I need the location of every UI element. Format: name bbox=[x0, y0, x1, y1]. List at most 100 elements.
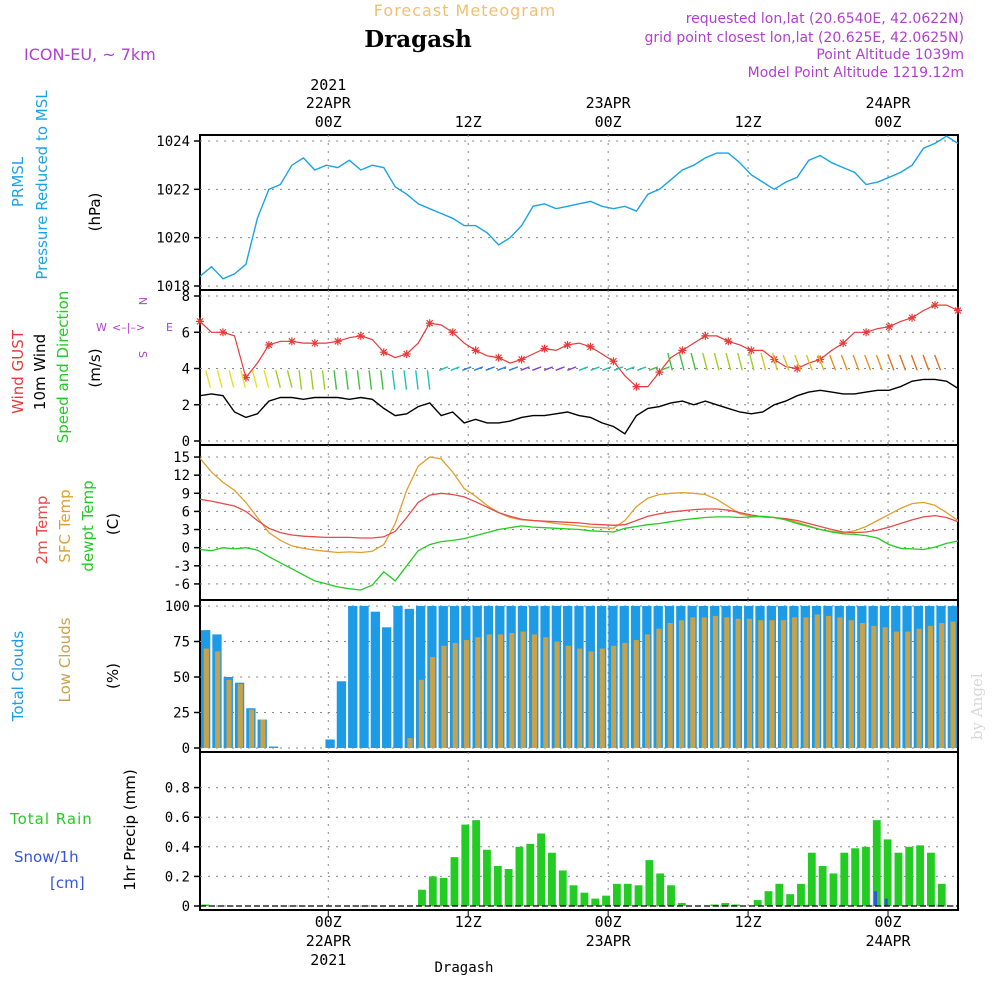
rain-bar bbox=[602, 895, 610, 906]
product-title: Forecast Meteogram bbox=[374, 1, 556, 20]
total-clouds-bar bbox=[415, 606, 426, 748]
y-tick-label: 0.8 bbox=[165, 781, 190, 797]
rain-bar bbox=[504, 869, 513, 906]
gust-marker bbox=[471, 346, 480, 355]
wind-arrow bbox=[829, 354, 837, 371]
year-label-top: 2021 bbox=[310, 76, 346, 94]
gust-marker bbox=[517, 355, 526, 364]
ms-unit-label: (m/s) bbox=[86, 348, 104, 387]
compass-south: S bbox=[136, 351, 149, 358]
gust-marker bbox=[333, 337, 342, 346]
y-tick-label: -3 bbox=[173, 559, 190, 575]
rain-bar bbox=[807, 852, 816, 906]
wind-arrow bbox=[415, 370, 419, 390]
low-clouds-bar bbox=[520, 631, 526, 748]
hour-label-bottom: 00Z bbox=[595, 913, 622, 931]
low-clouds-bar bbox=[939, 623, 945, 748]
temp-2m-line bbox=[199, 492, 959, 539]
hour-label-top: 12Z bbox=[455, 113, 482, 131]
y-tick-label: 100 bbox=[165, 599, 190, 615]
rain-bar bbox=[710, 904, 719, 906]
rain-bar bbox=[797, 883, 805, 906]
wind-arrow bbox=[263, 370, 270, 388]
wind-arrow bbox=[782, 354, 790, 371]
gust-marker bbox=[425, 319, 434, 328]
day-label-top: 22APR bbox=[306, 94, 352, 112]
low-clouds-label: Low Clouds bbox=[56, 617, 74, 702]
total-clouds-bar bbox=[359, 606, 369, 748]
gust-marker bbox=[839, 339, 848, 348]
wind-arrow bbox=[380, 370, 384, 390]
low-clouds-bar bbox=[871, 625, 877, 748]
wind-arrow bbox=[567, 366, 577, 371]
low-clouds-bar bbox=[667, 623, 673, 748]
wind-arrow bbox=[864, 354, 872, 371]
hour-label-bottom: 12Z bbox=[455, 913, 482, 931]
rain-bar bbox=[461, 824, 470, 906]
gust-marker bbox=[356, 331, 365, 340]
gust-label: Wind GUST bbox=[9, 329, 27, 414]
wind-arrow bbox=[590, 366, 600, 371]
rain-bar bbox=[515, 846, 524, 906]
y-tick-label: 12 bbox=[173, 468, 190, 484]
low-clouds-bar bbox=[237, 684, 243, 748]
y-tick-label: 1024 bbox=[156, 134, 190, 150]
hour-label-top: 00Z bbox=[315, 113, 342, 131]
gust-marker bbox=[793, 364, 802, 373]
y-tick-label: 0.4 bbox=[165, 840, 190, 856]
wind-arrow bbox=[216, 370, 223, 388]
rain-bar bbox=[677, 903, 686, 906]
rain-bar bbox=[764, 891, 773, 906]
rain-bar bbox=[851, 848, 860, 906]
low-clouds-bar bbox=[701, 617, 707, 748]
rain-bar bbox=[548, 852, 556, 906]
y-tick-label: 6 bbox=[182, 325, 190, 341]
y-tick-label: 0 bbox=[182, 541, 190, 557]
low-clouds-bar bbox=[927, 625, 933, 748]
rain-bar bbox=[656, 873, 665, 906]
low-clouds-bar bbox=[475, 637, 481, 748]
y-tick-label: 2 bbox=[182, 398, 190, 414]
wind-arrow bbox=[737, 352, 743, 371]
rain-bar bbox=[591, 898, 600, 906]
gust-marker bbox=[310, 339, 319, 348]
wind-arrow bbox=[922, 354, 930, 371]
watermark: by Angel bbox=[968, 673, 986, 740]
day-label-top: 24APR bbox=[865, 94, 911, 112]
wind-arrow bbox=[667, 352, 673, 371]
low-clouds-bar bbox=[792, 617, 798, 748]
gust-marker bbox=[448, 328, 457, 337]
wind-arrow bbox=[817, 354, 825, 371]
gust-marker bbox=[563, 340, 572, 349]
rain-bar bbox=[829, 873, 838, 906]
total-clouds-bar bbox=[393, 606, 403, 748]
wind-arrow bbox=[934, 354, 942, 371]
rain-bar bbox=[667, 885, 675, 906]
wind-arrow bbox=[520, 366, 530, 371]
temp2m-label: 2m Temp bbox=[33, 496, 51, 565]
gust-marker bbox=[655, 368, 664, 377]
low-clouds-bar bbox=[611, 645, 617, 748]
low-clouds-bar bbox=[803, 617, 809, 748]
wind-arrow bbox=[473, 366, 484, 371]
y-tick-label: 75 bbox=[173, 635, 190, 651]
requested-coords: requested lon,lat (20.6540E, 42.0622N) bbox=[686, 11, 964, 27]
gust-marker bbox=[862, 328, 871, 337]
gust-marker bbox=[747, 346, 756, 355]
precip-label: 1hr Precip (mm) bbox=[121, 769, 139, 890]
wind-arrow bbox=[356, 370, 361, 390]
wind-arrow bbox=[426, 370, 431, 390]
low-clouds-bar bbox=[464, 640, 470, 748]
wind-arrow bbox=[772, 352, 778, 371]
wind-arrow bbox=[462, 366, 472, 371]
day-label-bottom: 22APR bbox=[306, 932, 352, 950]
wind-arrow bbox=[625, 366, 635, 371]
gust-marker bbox=[701, 331, 710, 340]
low-clouds-bar bbox=[916, 628, 922, 748]
wind-arrow bbox=[602, 366, 612, 371]
rain-bar bbox=[558, 870, 567, 906]
low-clouds-bar bbox=[633, 640, 639, 748]
wind-arrow bbox=[702, 352, 708, 371]
day-label-bottom: 23APR bbox=[586, 932, 632, 950]
